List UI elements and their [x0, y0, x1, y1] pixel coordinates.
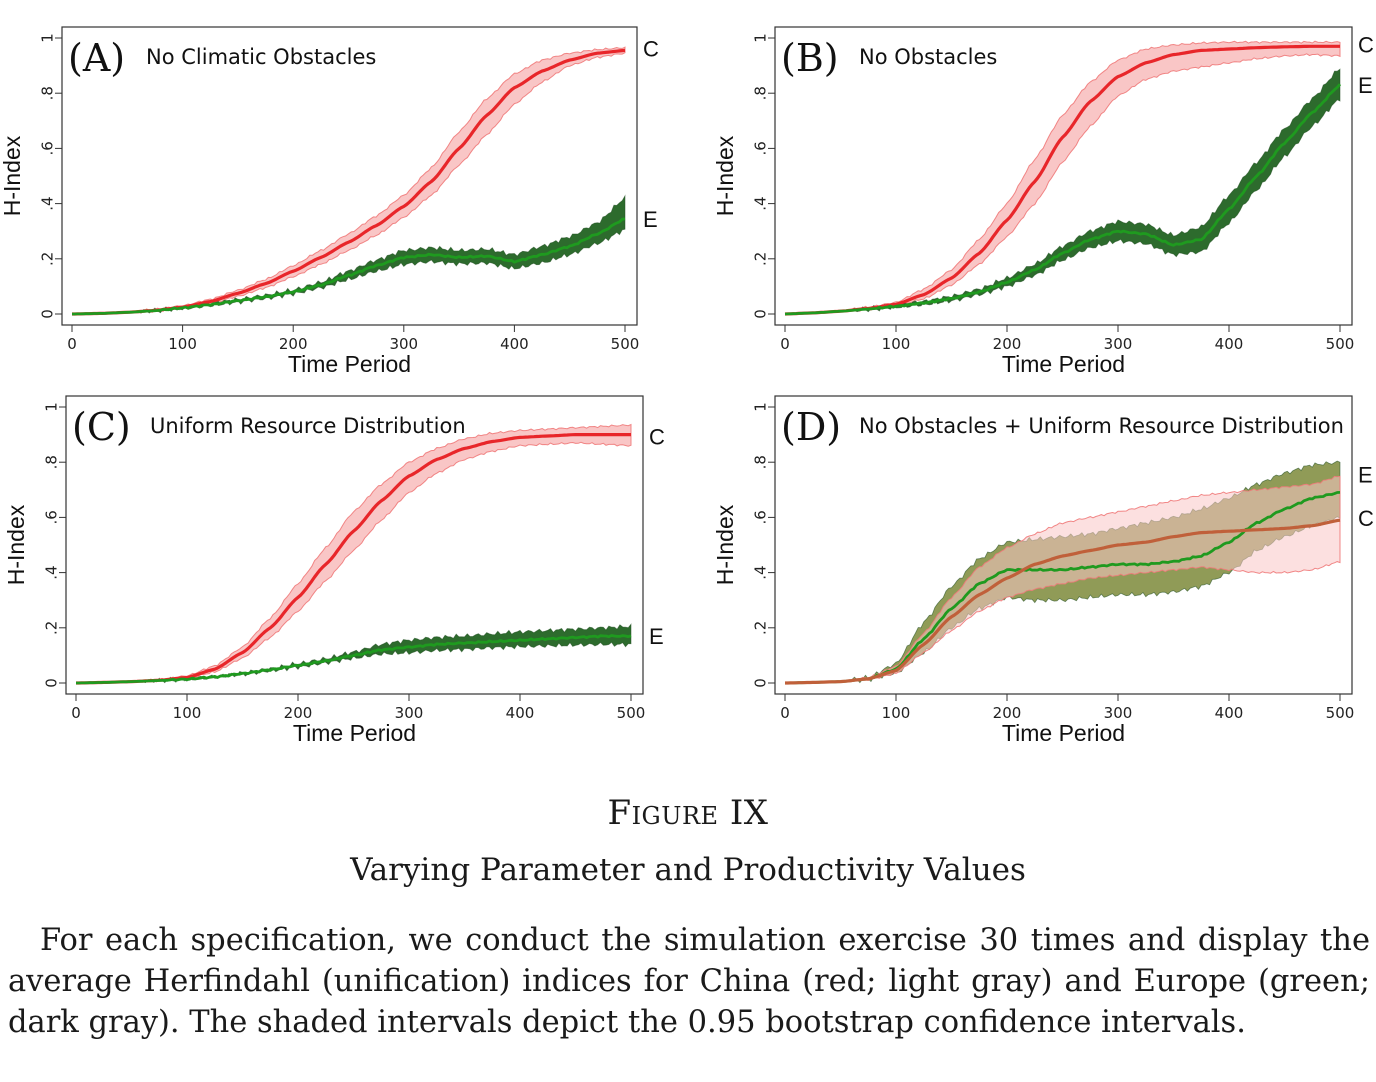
ci-band-china	[784, 40, 1341, 315]
y-tick-label: 0	[43, 678, 61, 688]
x-tick-label: 300	[395, 704, 424, 722]
x-tick-label: 500	[1326, 335, 1355, 353]
y-tick-label: 1	[752, 33, 770, 43]
y-tick-label: .2	[39, 252, 57, 266]
panel-label: (A)	[68, 36, 125, 80]
panel-label: (D)	[781, 405, 841, 449]
y-tick-label: .8	[752, 455, 770, 469]
y-tick-label: .8	[43, 455, 61, 469]
x-axis-label: Time Period	[1002, 720, 1125, 746]
y-tick-label: .6	[43, 510, 61, 524]
x-tick-label: 400	[506, 704, 535, 722]
y-tick-label: .6	[752, 510, 770, 524]
x-tick-label: 100	[173, 704, 202, 722]
series-line-europe	[784, 83, 1342, 316]
y-tick-label: 0	[752, 678, 770, 688]
x-axis-label: Time Period	[288, 351, 411, 377]
x-axis-label: Time Period	[1002, 351, 1125, 377]
panel-label: (B)	[781, 36, 839, 80]
y-tick-label: 1	[39, 33, 57, 43]
x-tick-label: 0	[71, 704, 81, 722]
panel-title: No Climatic Obstacles	[146, 45, 376, 69]
x-tick-label: 0	[67, 335, 77, 353]
y-axis-label: H-Index	[3, 504, 29, 585]
panel-label: (C)	[72, 405, 131, 449]
x-axis-label: Time Period	[293, 720, 416, 746]
y-tick-label: .4	[752, 565, 770, 579]
panel-title: No Obstacles	[859, 45, 997, 69]
series-line-china	[785, 518, 1341, 685]
x-tick-label: 400	[1215, 335, 1244, 353]
series-end-label: C	[1358, 32, 1374, 57]
y-tick-label: 1	[752, 402, 770, 412]
y-tick-label: .8	[752, 86, 770, 100]
figure-title: Varying Parameter and Productivity Value…	[350, 852, 1026, 888]
x-tick-label: 100	[882, 335, 911, 353]
x-tick-label: 100	[882, 704, 911, 722]
series-line-europe	[72, 217, 626, 316]
y-tick-label: .2	[752, 252, 770, 266]
panel-title: No Obstacles + Uniform Resource Distribu…	[859, 414, 1344, 438]
x-tick-label: 400	[1215, 704, 1244, 722]
x-tick-label: 200	[993, 704, 1022, 722]
x-tick-label: 200	[279, 335, 308, 353]
panel-title: Uniform Resource Distribution	[150, 414, 466, 438]
series-line-europe	[76, 634, 632, 685]
series-end-label: C	[649, 425, 665, 450]
chart-panel-b: 0 100 200 300 400 500 0 .2 .4 .6 .8 1 Time Period H-I…	[712, 26, 1374, 377]
series-end-label: E	[1358, 73, 1373, 98]
y-tick-label: .4	[39, 196, 57, 210]
y-tick-label: .8	[39, 86, 57, 100]
series-end-label: E	[649, 624, 664, 649]
y-tick-label: .4	[752, 196, 770, 210]
x-tick-label: 400	[500, 335, 529, 353]
chart-panel-c: 0 100 200 300 400 500 0 .2 .4 .6 .8 1 Time Period H-I…	[3, 395, 665, 746]
x-tick-label: 200	[993, 335, 1022, 353]
y-tick-label: 0	[752, 309, 770, 319]
y-tick-label: 0	[39, 309, 57, 319]
x-tick-label: 300	[389, 335, 418, 353]
x-tick-label: 100	[168, 335, 197, 353]
figure-number: Figure IX	[607, 793, 769, 833]
y-tick-label: .6	[752, 141, 770, 155]
figure-caption: Figure IX Varying Parameter and Producti…	[0, 790, 1376, 1040]
y-tick-label: .4	[43, 565, 61, 579]
ci-band-china	[784, 475, 1341, 684]
x-tick-label: 300	[1104, 704, 1133, 722]
x-tick-label: 200	[284, 704, 313, 722]
series-end-label: E	[643, 207, 658, 232]
y-axis-label: H-Index	[712, 135, 738, 216]
y-axis-label: H-Index	[712, 504, 738, 585]
x-tick-label: 500	[1326, 704, 1355, 722]
chart-panel-d: 0 100 200 300 400 500 0 .2 .4 .6 .8 1 Time Period H-I…	[712, 395, 1374, 746]
x-tick-label: 0	[780, 704, 790, 722]
x-tick-label: 500	[611, 335, 640, 353]
y-tick-label: .2	[43, 621, 61, 635]
figure-note: For each specification, we conduct the s…	[8, 923, 1370, 1040]
x-tick-label: 0	[780, 335, 790, 353]
series-end-label: C	[1358, 506, 1374, 531]
chart-panel-a: 0 100 200 300 400 500 0 .2 .4 .6 .8 1 Time Period H-I…	[0, 26, 659, 377]
series-end-label: C	[643, 36, 659, 61]
x-tick-label: 500	[617, 704, 646, 722]
x-tick-label: 300	[1104, 335, 1133, 353]
y-tick-label: 1	[43, 402, 61, 412]
series-end-label: E	[1358, 463, 1373, 488]
y-tick-label: .6	[39, 141, 57, 155]
y-tick-label: .2	[752, 621, 770, 635]
y-axis-label: H-Index	[0, 135, 25, 216]
